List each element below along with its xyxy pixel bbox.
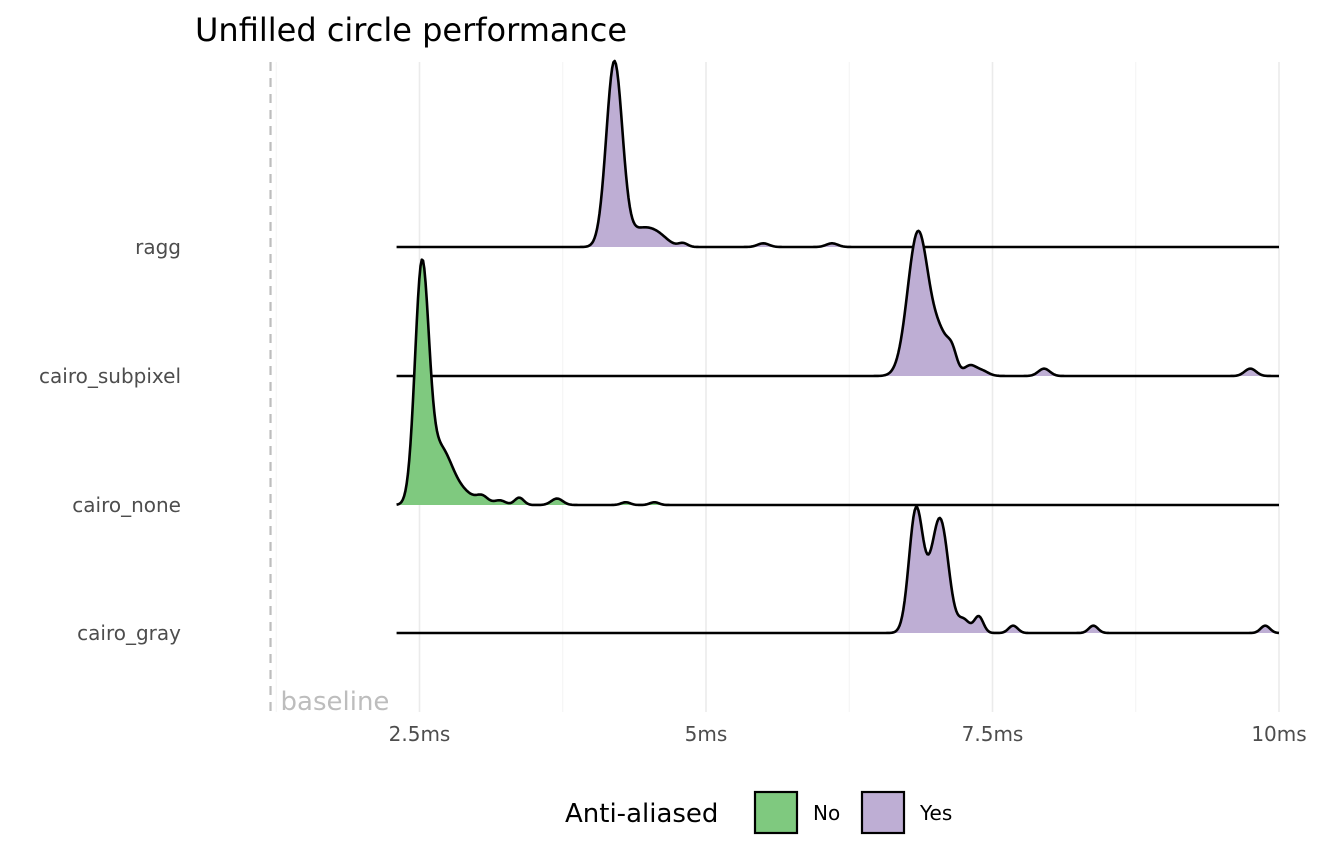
legend-entry-yes: Yes	[860, 790, 952, 835]
ridge-line-cairo_subpixel	[396, 229, 1280, 378]
ridge-ragg	[396, 59, 1280, 249]
x-tick-label: 7.5ms	[962, 722, 1024, 746]
ridge-line-cairo_none	[396, 258, 1280, 507]
legend-label: Yes	[919, 801, 952, 825]
y-tick-label: ragg	[135, 235, 181, 259]
baseline-label: baseline	[281, 687, 390, 717]
ridge-fill-cairo_none	[396, 259, 1280, 505]
legend-swatch	[753, 790, 799, 835]
ridge-line-ragg	[396, 59, 1280, 249]
y-axis-labels: ragg cairo_subpixel cairo_none cairo_gray	[39, 235, 181, 645]
y-tick-label: cairo_subpixel	[39, 364, 181, 388]
y-tick-label: cairo_gray	[77, 621, 181, 645]
x-tick-label: 5ms	[685, 722, 728, 746]
x-tick-label: 2.5ms	[389, 722, 451, 746]
legend-entry-no: No	[753, 790, 840, 835]
x-axis-labels: 2.5ms 5ms 7.5ms 10ms	[389, 722, 1307, 746]
ridge-fill-cairo_subpixel	[396, 230, 1280, 376]
legend: Anti-aliased No Yes	[565, 790, 952, 835]
ridge-cairo_gray	[396, 505, 1280, 635]
ridge-cairo_none	[396, 258, 1280, 507]
x-tick-label: 10ms	[1251, 722, 1306, 746]
legend-title: Anti-aliased	[565, 799, 718, 829]
ridge-line-cairo_gray	[396, 505, 1280, 635]
ridge-fill-cairo_gray	[396, 507, 1280, 633]
y-tick-label: cairo_none	[72, 493, 181, 517]
ridges	[396, 59, 1280, 635]
ridge-fill-ragg	[396, 60, 1280, 248]
ridge-cairo_subpixel	[396, 229, 1280, 378]
chart-title: Unfilled circle performance	[195, 11, 627, 49]
legend-swatch	[860, 790, 906, 835]
grid-lines	[275, 62, 1280, 712]
legend-label: No	[813, 801, 840, 825]
